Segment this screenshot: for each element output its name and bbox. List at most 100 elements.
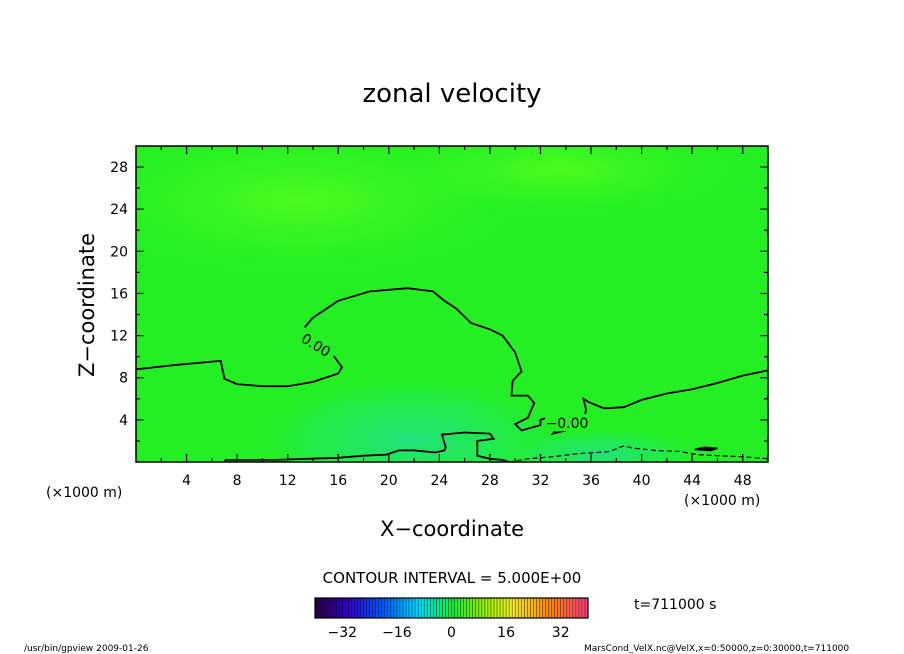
color-scale-cell <box>506 598 510 618</box>
y-tick-label: 8 <box>119 371 128 387</box>
color-scale-cell <box>475 598 479 618</box>
zero-contour-main <box>136 287 768 436</box>
color-scale-cell <box>372 598 376 618</box>
color-scale-ticks: −32 −16 0 16 32 <box>328 625 570 641</box>
velocity-field: 0.00 −0.00 <box>136 146 768 462</box>
color-scale-cell <box>339 598 343 618</box>
color-scale-cell <box>493 598 498 618</box>
color-scale-cell <box>415 598 419 618</box>
field-cool-region-right <box>490 425 710 462</box>
color-scale-cell <box>478 598 483 618</box>
color-scale-cell <box>451 598 455 618</box>
color-scale-cell <box>572 598 577 618</box>
color-scale-cell <box>460 598 464 618</box>
x-tick-label: 20 <box>380 473 398 489</box>
color-scale-cell <box>578 598 583 618</box>
color-scale-frame <box>314 597 589 619</box>
color-scale-cell <box>348 598 352 618</box>
y-tick-label: 28 <box>110 160 128 176</box>
color-scale-cell <box>409 598 413 618</box>
field-cool-region <box>240 370 580 462</box>
color-scale-cell <box>463 598 467 618</box>
color-scale-cell <box>469 598 473 618</box>
color-scale-cell <box>433 598 437 618</box>
color-scale-cell <box>487 598 492 618</box>
color-scale-cell <box>387 598 392 618</box>
color-scale-cell <box>524 598 528 618</box>
color-scale-tick-label: 32 <box>552 625 570 641</box>
color-scale-cell <box>342 598 346 618</box>
x-tick-label: 44 <box>683 473 701 489</box>
color-scale-cell <box>327 598 331 618</box>
color-scale-cell <box>581 598 586 618</box>
color-scale-cell <box>375 598 379 618</box>
color-scale-tick-label: −32 <box>328 625 358 641</box>
y-axis-label: Z−coordinate <box>75 233 99 377</box>
y-tick-label: 16 <box>110 286 128 302</box>
y-tick-label: 4 <box>119 413 128 429</box>
x-tick-label: 32 <box>532 473 550 489</box>
color-scale-cell <box>384 598 388 618</box>
color-scale-cell <box>500 598 504 618</box>
x-unit-left: (×1000 m) <box>46 485 122 501</box>
x-tick-label: 4 <box>182 473 191 489</box>
color-scale-cell <box>351 598 355 618</box>
color-scale-cell <box>393 598 398 618</box>
color-scale-cell <box>557 598 561 618</box>
color-scale-cell <box>466 598 470 618</box>
color-scale-cell <box>324 598 328 618</box>
color-scale-cell <box>402 598 407 618</box>
color-scale-cell <box>542 598 546 618</box>
color-scale-cell <box>566 598 570 618</box>
color-scale-cell <box>345 598 349 618</box>
color-scale-cell <box>503 598 507 618</box>
small-contour-right <box>694 446 718 452</box>
color-scale-tick-label: −16 <box>382 625 412 641</box>
color-scale-cell <box>396 598 401 618</box>
x-tick-label: 16 <box>329 473 347 489</box>
x-tick-label: 12 <box>279 473 297 489</box>
color-scale-cell <box>554 598 558 618</box>
field-light-region-right <box>380 146 740 220</box>
color-scale-cell <box>406 598 410 618</box>
color-scale-cell <box>412 598 416 618</box>
y-tick-label: 12 <box>110 329 128 345</box>
color-scale-cell <box>551 598 555 618</box>
color-scale-cell <box>360 598 364 618</box>
x-unit-right: (×1000 m) <box>684 493 760 509</box>
color-scale-tick-label: 0 <box>447 625 456 641</box>
color-scale-cell <box>330 598 334 618</box>
color-scale-cell <box>424 598 428 618</box>
x-axis: 4 8 12 16 20 24 28 32 36 40 44 48 <box>160 146 752 489</box>
color-scale-cell <box>390 598 395 618</box>
color-scale-cell <box>321 598 325 618</box>
contour-label-bg-2 <box>545 414 589 431</box>
color-scale-cell <box>484 598 489 618</box>
color-scale-cell <box>563 598 567 618</box>
contour-label-2: −0.00 <box>546 416 589 432</box>
color-scale-cell <box>357 598 361 618</box>
color-scale-cell <box>575 598 580 618</box>
time-label: t=711000 s <box>634 597 716 613</box>
color-scale-cell <box>481 598 486 618</box>
x-axis-label: X−coordinate <box>380 517 524 541</box>
zero-contour-bottom <box>223 431 510 462</box>
color-scale-cell <box>381 598 385 618</box>
color-scale-cell <box>366 598 370 618</box>
x-tick-label: 36 <box>582 473 600 489</box>
footer-right: MarsCond_VelX.nc@VelX,x=0:50000,z=0:3000… <box>584 644 849 654</box>
x-tick-label: 8 <box>233 473 242 489</box>
color-scale-cell <box>515 598 519 618</box>
x-tick-label: 48 <box>734 473 752 489</box>
x-tick-label: 24 <box>430 473 448 489</box>
color-scale-cell <box>533 598 537 618</box>
y-tick-label: 24 <box>110 202 128 218</box>
color-scale-bar <box>314 597 589 619</box>
color-scale-cell <box>518 598 522 618</box>
color-scale-cell <box>445 598 449 618</box>
color-scale-cell <box>399 598 404 618</box>
y-axis: 4 8 12 16 20 24 28 <box>110 160 768 442</box>
color-scale-cell <box>512 598 516 618</box>
plot-frame <box>135 145 769 463</box>
